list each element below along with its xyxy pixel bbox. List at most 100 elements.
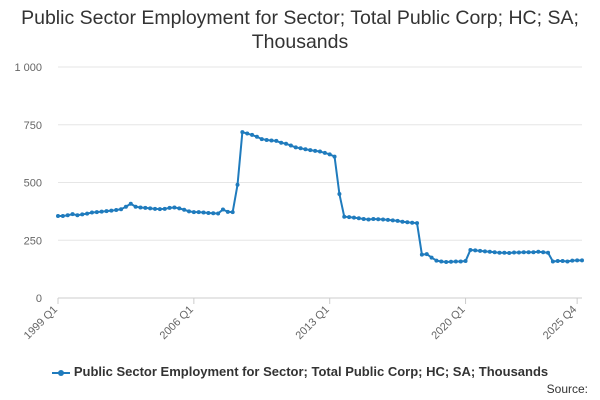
data-point[interactable] <box>473 248 478 253</box>
data-point[interactable] <box>303 147 308 152</box>
data-point[interactable] <box>468 247 473 252</box>
data-point[interactable] <box>220 207 225 212</box>
data-point[interactable] <box>157 207 162 212</box>
data-point[interactable] <box>531 250 536 255</box>
data-point[interactable] <box>254 134 259 139</box>
data-point[interactable] <box>439 259 444 264</box>
data-point[interactable] <box>487 249 492 254</box>
data-point[interactable] <box>575 258 580 263</box>
data-point[interactable] <box>376 217 381 222</box>
data-point[interactable] <box>89 210 94 215</box>
data-point[interactable] <box>182 207 187 212</box>
data-point[interactable] <box>288 143 293 148</box>
data-point[interactable] <box>167 205 172 210</box>
data-point[interactable] <box>361 216 366 221</box>
data-point[interactable] <box>366 217 371 222</box>
data-point[interactable] <box>381 217 386 222</box>
data-point[interactable] <box>123 204 128 209</box>
data-point[interactable] <box>94 210 99 215</box>
data-point[interactable] <box>482 249 487 254</box>
data-point[interactable] <box>546 250 551 255</box>
data-point[interactable] <box>279 140 284 145</box>
data-point[interactable] <box>521 250 526 255</box>
data-point[interactable] <box>104 209 109 214</box>
data-point[interactable] <box>463 259 468 264</box>
data-point[interactable] <box>75 213 80 218</box>
data-point[interactable] <box>70 212 75 217</box>
data-point[interactable] <box>560 259 565 264</box>
data-point[interactable] <box>516 250 521 255</box>
data-point[interactable] <box>225 209 230 214</box>
data-point[interactable] <box>114 207 119 212</box>
data-point[interactable] <box>196 210 201 215</box>
data-point[interactable] <box>536 249 541 254</box>
data-point[interactable] <box>245 131 250 136</box>
data-point[interactable] <box>429 255 434 260</box>
data-point[interactable] <box>347 215 352 220</box>
data-point[interactable] <box>119 207 124 212</box>
data-point[interactable] <box>264 137 269 142</box>
data-point[interactable] <box>526 250 531 255</box>
data-point[interactable] <box>284 141 289 146</box>
data-point[interactable] <box>502 250 507 255</box>
data-point[interactable] <box>434 258 439 263</box>
data-point[interactable] <box>177 206 182 211</box>
data-point[interactable] <box>216 211 221 216</box>
data-point[interactable] <box>444 259 449 264</box>
data-point[interactable] <box>109 208 114 213</box>
data-point[interactable] <box>240 130 245 135</box>
data-point[interactable] <box>201 210 206 215</box>
data-point[interactable] <box>342 214 347 219</box>
data-point[interactable] <box>211 211 216 216</box>
data-point[interactable] <box>356 216 361 221</box>
data-point[interactable] <box>332 154 337 159</box>
data-point[interactable] <box>65 213 70 218</box>
legend[interactable]: Public Sector Employment for Sector; Tot… <box>0 364 600 379</box>
data-point[interactable] <box>269 138 274 143</box>
data-point[interactable] <box>80 212 85 217</box>
data-point[interactable] <box>453 259 458 264</box>
data-point[interactable] <box>512 250 517 255</box>
data-point[interactable] <box>424 252 429 257</box>
data-point[interactable] <box>206 210 211 215</box>
data-point[interactable] <box>318 149 322 154</box>
data-point[interactable] <box>153 206 158 211</box>
data-point[interactable] <box>337 192 342 197</box>
data-point[interactable] <box>497 250 502 255</box>
data-point[interactable] <box>507 250 512 255</box>
data-point[interactable] <box>415 221 420 226</box>
data-point[interactable] <box>133 204 138 209</box>
data-point[interactable] <box>85 211 90 216</box>
data-point[interactable] <box>395 218 400 223</box>
data-point[interactable] <box>143 205 148 210</box>
data-point[interactable] <box>250 132 255 137</box>
data-point[interactable] <box>308 148 313 153</box>
data-point[interactable] <box>400 219 405 224</box>
data-point[interactable] <box>541 250 546 255</box>
data-point[interactable] <box>148 206 153 211</box>
data-point[interactable] <box>555 259 560 264</box>
data-point[interactable] <box>405 220 410 225</box>
data-point[interactable] <box>138 205 143 210</box>
data-point[interactable] <box>478 248 483 253</box>
data-point[interactable] <box>172 205 177 210</box>
data-point[interactable] <box>162 206 167 211</box>
data-point[interactable] <box>327 152 332 157</box>
data-point[interactable] <box>385 217 390 222</box>
data-point[interactable] <box>56 213 60 218</box>
data-point[interactable] <box>60 213 65 218</box>
data-point[interactable] <box>322 150 327 155</box>
data-point[interactable] <box>570 258 575 263</box>
data-point[interactable] <box>274 138 279 143</box>
data-point[interactable] <box>313 148 318 153</box>
data-point[interactable] <box>191 210 196 215</box>
data-point[interactable] <box>187 209 191 214</box>
data-point[interactable] <box>492 250 497 255</box>
data-point[interactable] <box>128 201 133 206</box>
data-point[interactable] <box>580 258 584 263</box>
data-point[interactable] <box>390 218 395 223</box>
data-point[interactable] <box>99 209 104 214</box>
data-point[interactable] <box>351 215 356 220</box>
data-point[interactable] <box>371 216 376 221</box>
data-point[interactable] <box>230 210 235 215</box>
